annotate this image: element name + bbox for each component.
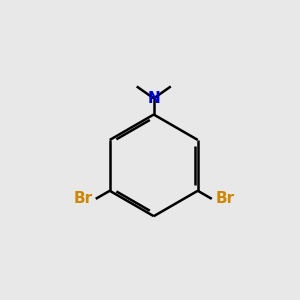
- Text: N: N: [147, 91, 160, 106]
- Text: Br: Br: [215, 191, 234, 206]
- Text: Br: Br: [73, 191, 92, 206]
